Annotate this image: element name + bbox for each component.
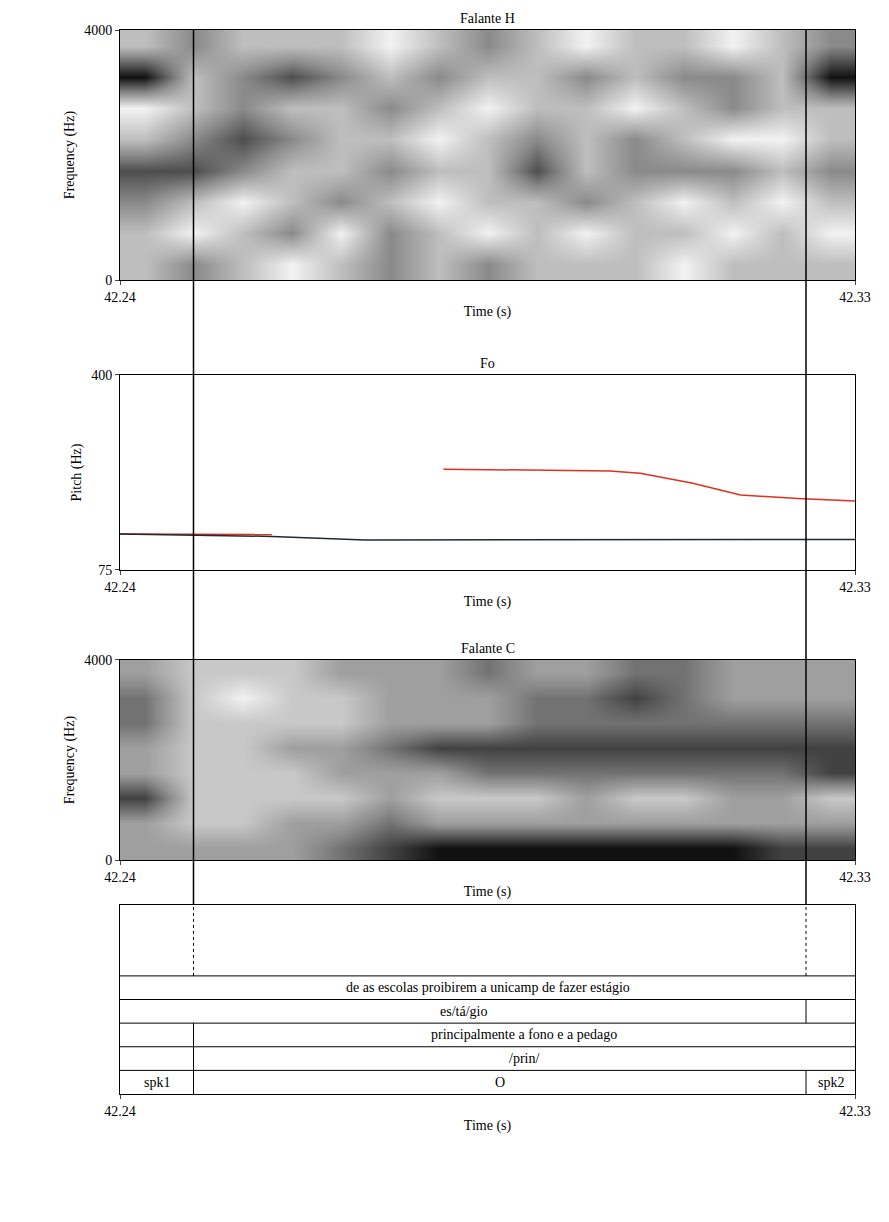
- svg-text:0: 0: [105, 273, 112, 288]
- svg-text:42.24: 42.24: [104, 1104, 136, 1119]
- svg-text:75: 75: [98, 563, 112, 578]
- svg-text:42.33: 42.33: [839, 1104, 871, 1119]
- svg-text:spk2: spk2: [818, 1075, 844, 1090]
- svg-text:Time (s): Time (s): [464, 304, 512, 320]
- svg-text:O: O: [495, 1075, 505, 1090]
- svg-text:spk1: spk1: [144, 1075, 170, 1090]
- svg-text:Fo: Fo: [480, 356, 495, 371]
- svg-text:principalmente a fono e a peda: principalmente a fono e a pedago: [431, 1027, 617, 1042]
- svg-text:Frequency (Hz): Frequency (Hz): [62, 111, 78, 200]
- svg-text:42.24: 42.24: [104, 580, 136, 595]
- svg-text:42.33: 42.33: [839, 290, 871, 305]
- svg-text:4000: 4000: [84, 653, 112, 668]
- svg-text:42.24: 42.24: [104, 290, 136, 305]
- svg-text:0: 0: [105, 853, 112, 868]
- svg-text:es/tá/gio: es/tá/gio: [440, 1004, 487, 1019]
- svg-text:4000: 4000: [84, 23, 112, 38]
- svg-text:Falante C: Falante C: [461, 641, 515, 656]
- svg-text:42.33: 42.33: [839, 580, 871, 595]
- svg-text:de as escolas proibirem a unic: de as escolas proibirem a unicamp de faz…: [346, 980, 630, 995]
- svg-text:Time (s): Time (s): [464, 884, 512, 900]
- svg-text:Falante H: Falante H: [460, 11, 515, 26]
- svg-text:400: 400: [91, 368, 112, 383]
- svg-text:/prin/: /prin/: [509, 1051, 539, 1066]
- svg-text:Pitch (Hz): Pitch (Hz): [69, 443, 85, 501]
- svg-text:Time (s): Time (s): [464, 1118, 512, 1134]
- svg-text:Frequency (Hz): Frequency (Hz): [62, 716, 78, 805]
- svg-text:42.33: 42.33: [839, 870, 871, 885]
- svg-text:Time (s): Time (s): [464, 594, 512, 610]
- svg-text:42.24: 42.24: [104, 870, 136, 885]
